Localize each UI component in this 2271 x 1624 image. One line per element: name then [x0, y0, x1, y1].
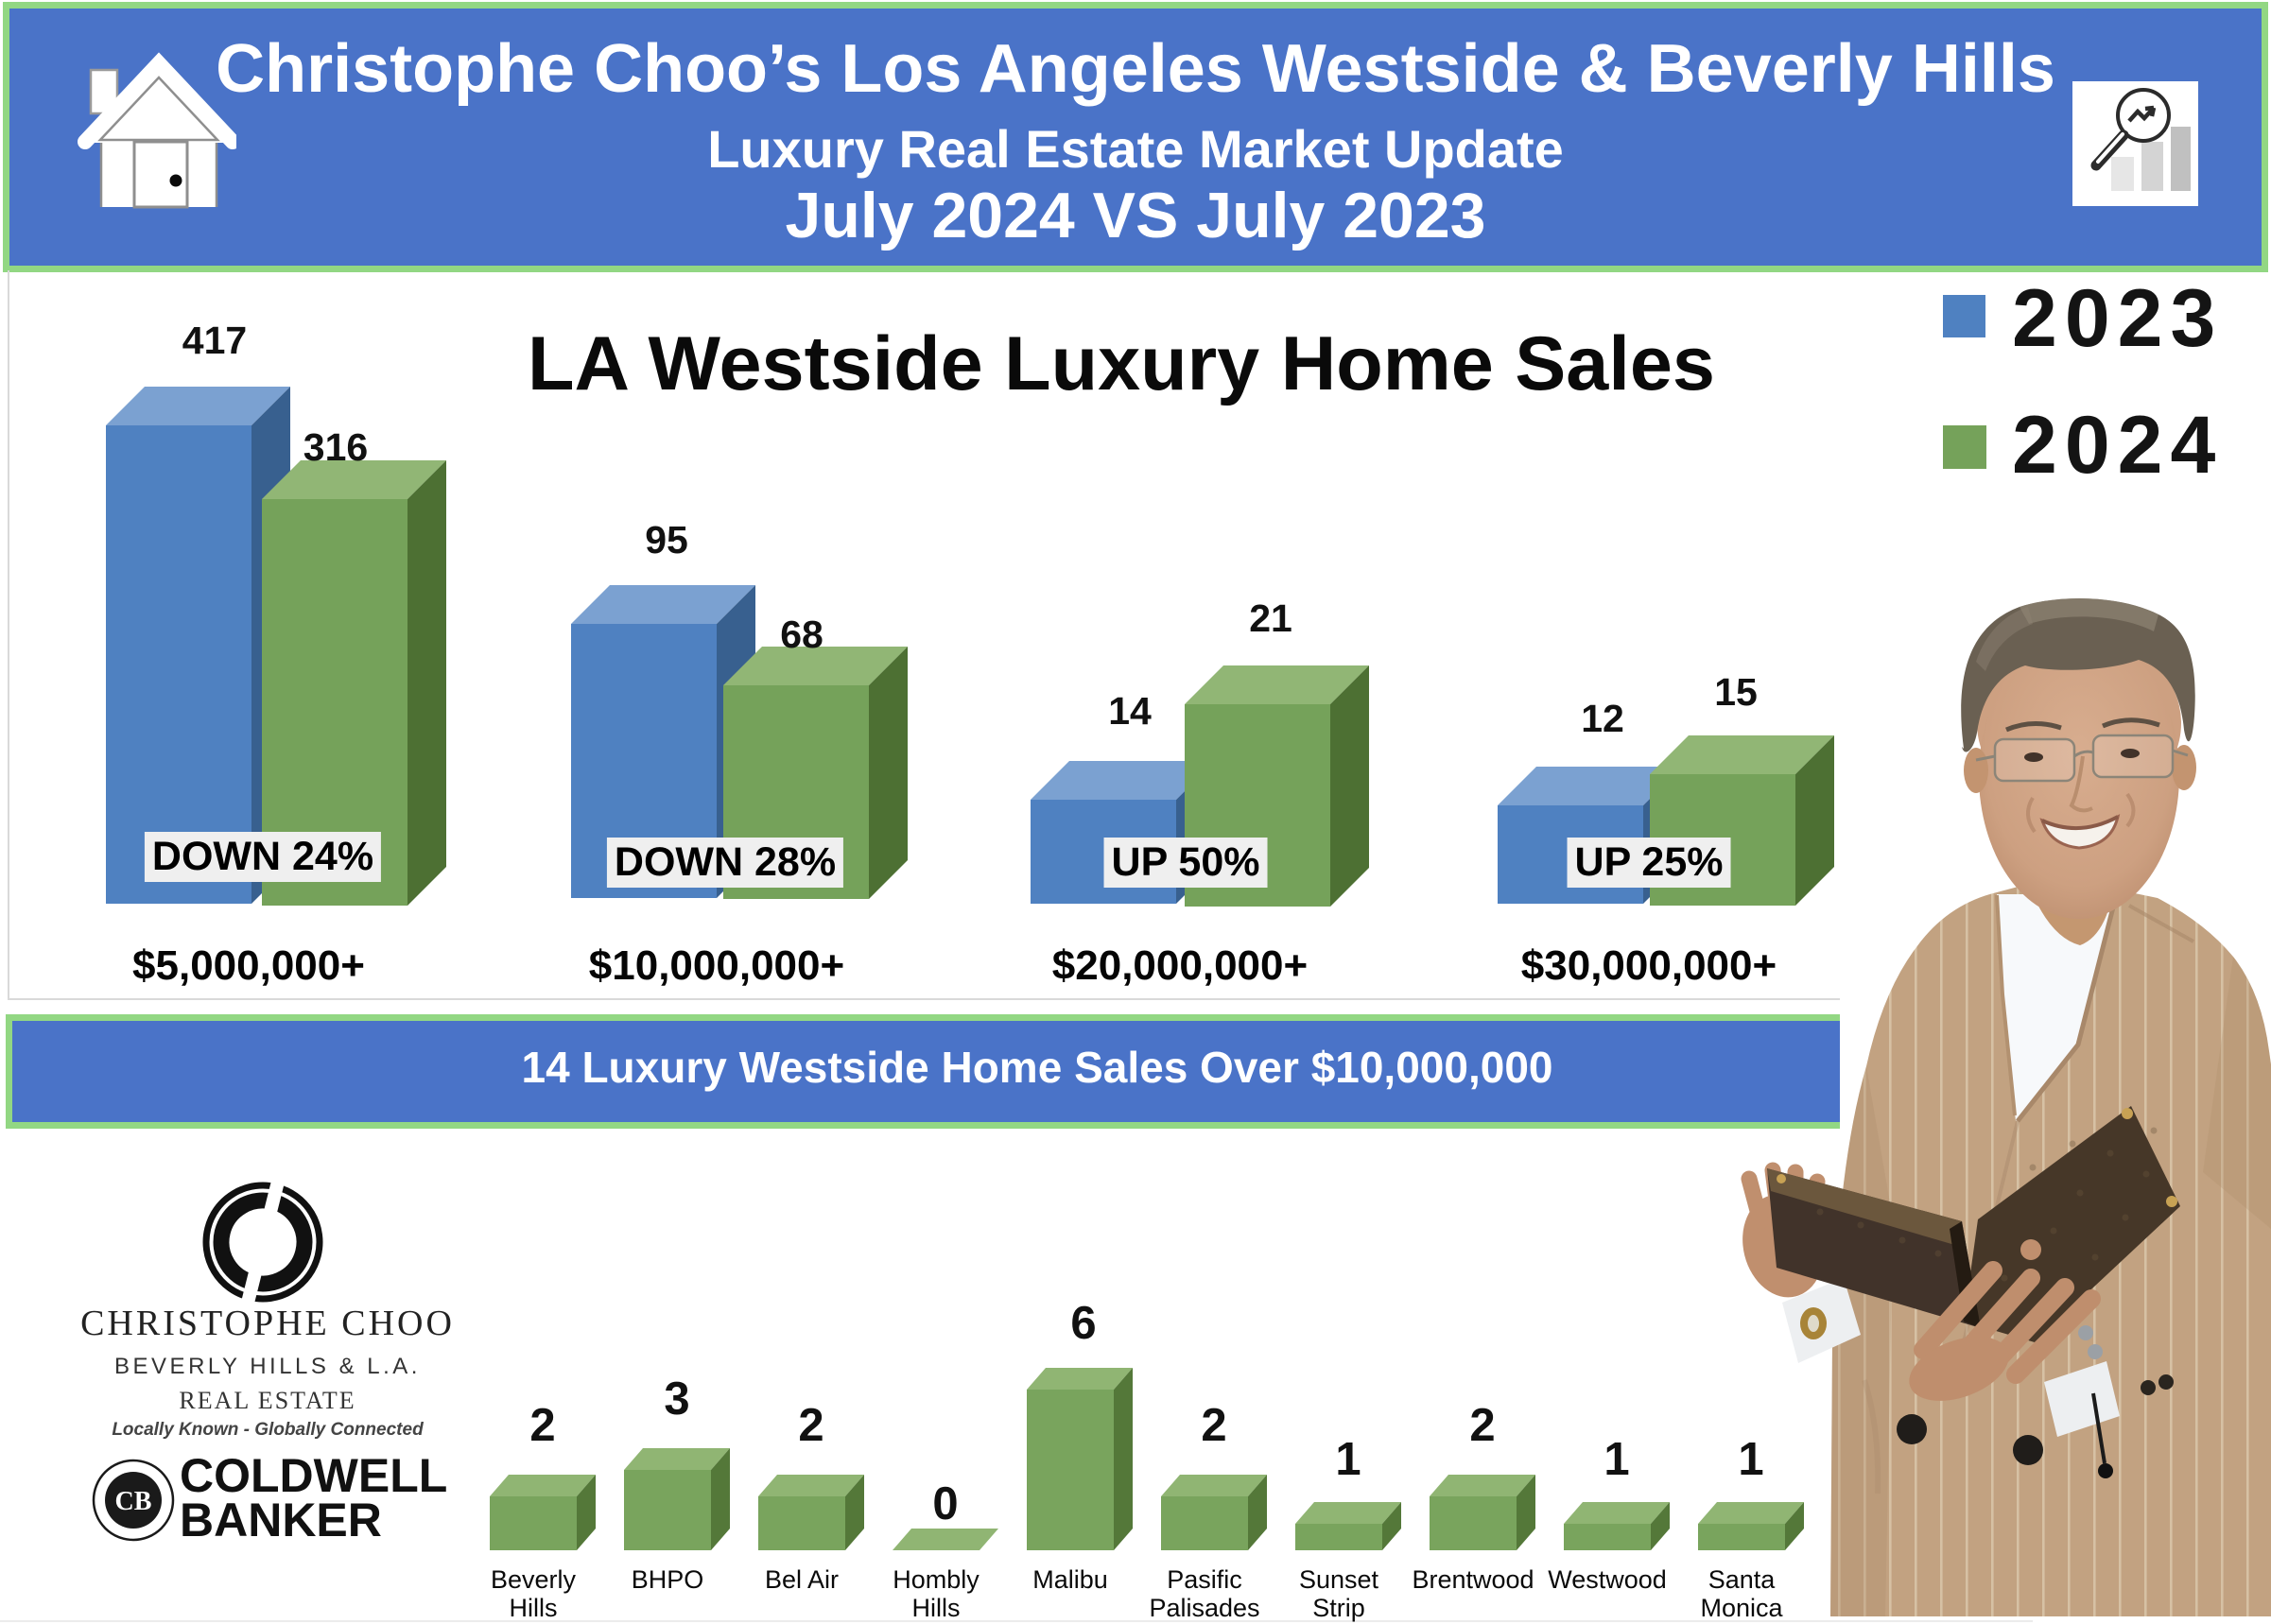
svg-text:CB: CB — [115, 1487, 152, 1516]
